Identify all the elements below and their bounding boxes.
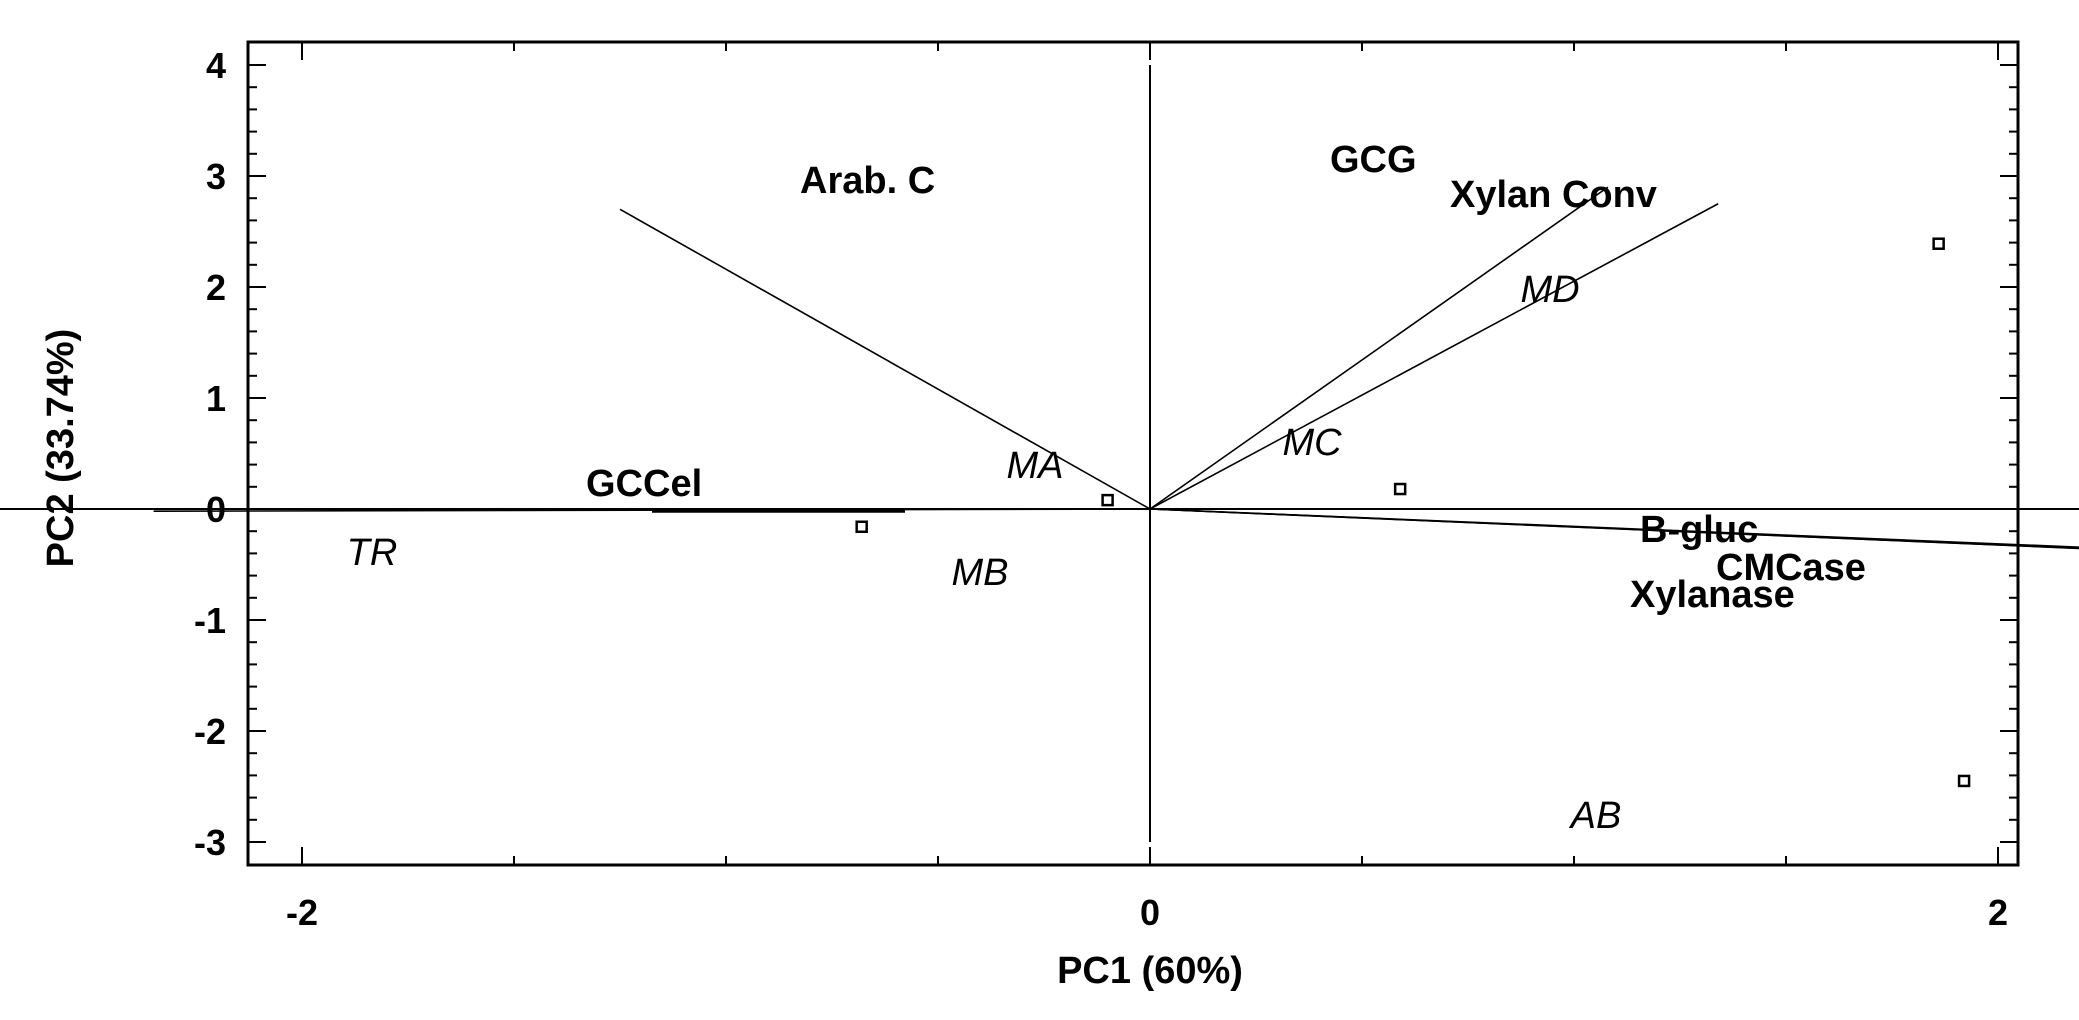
plot-frame [246,40,2020,867]
loading-label-xylan-conv: Xylan Conv [1450,174,1657,216]
observation-label-mc: MC [1282,422,1342,464]
x-tick-label: -2 [286,892,318,933]
y-axis-title: PC2 (33.74%) [40,329,82,568]
loading-vector-gccel [153,508,1151,513]
loading-vector-xylan-conv [1149,203,1719,510]
y-tick-label: -1 [194,600,226,641]
loading-label-arab-c: Arab. C [800,160,935,202]
y-tick-label: -3 [194,822,226,863]
y-tick-label: 1 [206,378,226,419]
y-tick-label: -2 [194,711,226,752]
observation-points: TR MB MA MC MD AB [347,237,1971,837]
observation-label-md: MD [1520,269,1579,311]
loading-label-gccel: GCCel [586,463,702,505]
observation-label-tr: TR [347,532,398,574]
observation-point-md [1932,237,1945,250]
x-axis-title: PC1 (60%) [1057,950,1243,992]
observation-point-mb [855,520,868,534]
observation-label-ma: MA [1007,445,1064,487]
observation-point-ma [1101,493,1114,507]
y-tick-label: 3 [206,156,226,197]
observation-point-ab [1957,774,1971,788]
loading-vector-gcg [1149,186,1609,510]
observation-label-mb: MB [952,552,1009,594]
loading-vector-cmcase [1149,508,2079,550]
observation-point-mc [1393,482,1407,496]
y-tick-label: 4 [206,45,226,86]
observation-label-ab: AB [1569,795,1622,837]
loading-label-cmcase: CMCase [1716,547,1866,589]
y-tick-label: 2 [206,267,226,308]
x-tick-label: 0 [1140,892,1160,933]
loading-vector-xylanase [1149,508,2079,550]
axis-ticks: -4-202443210-1-2-3 [194,42,2018,933]
loading-vector-arab-c [619,208,1151,510]
loading-label-gcg: GCG [1330,139,1417,181]
x-tick-label: 2 [1988,892,2008,933]
loading-label-xylanase: Xylanase [1630,574,1795,616]
